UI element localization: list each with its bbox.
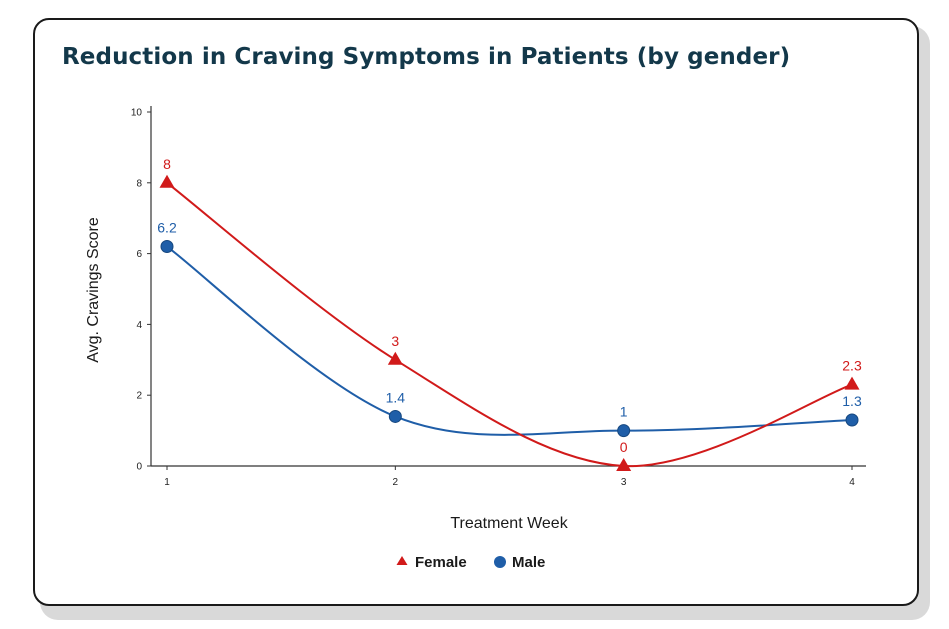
- chart-card: [33, 18, 919, 606]
- point-female: [387, 351, 403, 365]
- series-line-female: [166, 182, 853, 468]
- legend-label-female: Female: [415, 554, 467, 571]
- point-female: [616, 458, 632, 471]
- point-male: [845, 413, 859, 427]
- data-label-female: 8: [163, 156, 171, 172]
- y-tick-label: 6: [136, 249, 142, 260]
- y-tick-label: 8: [136, 178, 142, 189]
- legend-marker-male: [494, 556, 506, 568]
- point-male: [160, 240, 174, 254]
- y-axis-label: Avg. Cravings Score: [85, 217, 102, 363]
- y-tick-label: 4: [136, 320, 142, 331]
- y-tick-label: 0: [136, 462, 142, 473]
- y-tick-label: 10: [131, 108, 143, 119]
- point-female: [844, 376, 860, 390]
- data-label-female: 2.3: [842, 358, 862, 374]
- data-label-male: 1: [620, 404, 628, 420]
- chart-title: Reduction in Craving Symptoms in Patient…: [62, 44, 791, 70]
- data-label-male: 1.3: [842, 393, 862, 409]
- data-label-female: 3: [391, 333, 399, 349]
- data-label-female: 0: [620, 439, 628, 455]
- legend-label-male: Male: [512, 554, 545, 571]
- y-tick-label: 2: [136, 391, 142, 402]
- series-line-male: [166, 245, 853, 436]
- x-tick-label: 2: [393, 477, 399, 488]
- x-tick-label: 4: [849, 477, 855, 488]
- x-axis-label: Treatment Week: [450, 515, 568, 532]
- x-tick-label: 3: [621, 477, 627, 488]
- x-tick-label: 1: [164, 477, 170, 488]
- point-female: [159, 174, 175, 188]
- legend-marker-female: [396, 556, 408, 565]
- data-label-male: 6.2: [157, 220, 177, 236]
- point-male: [388, 409, 402, 423]
- data-label-male: 1.4: [386, 389, 406, 405]
- point-male: [617, 424, 631, 438]
